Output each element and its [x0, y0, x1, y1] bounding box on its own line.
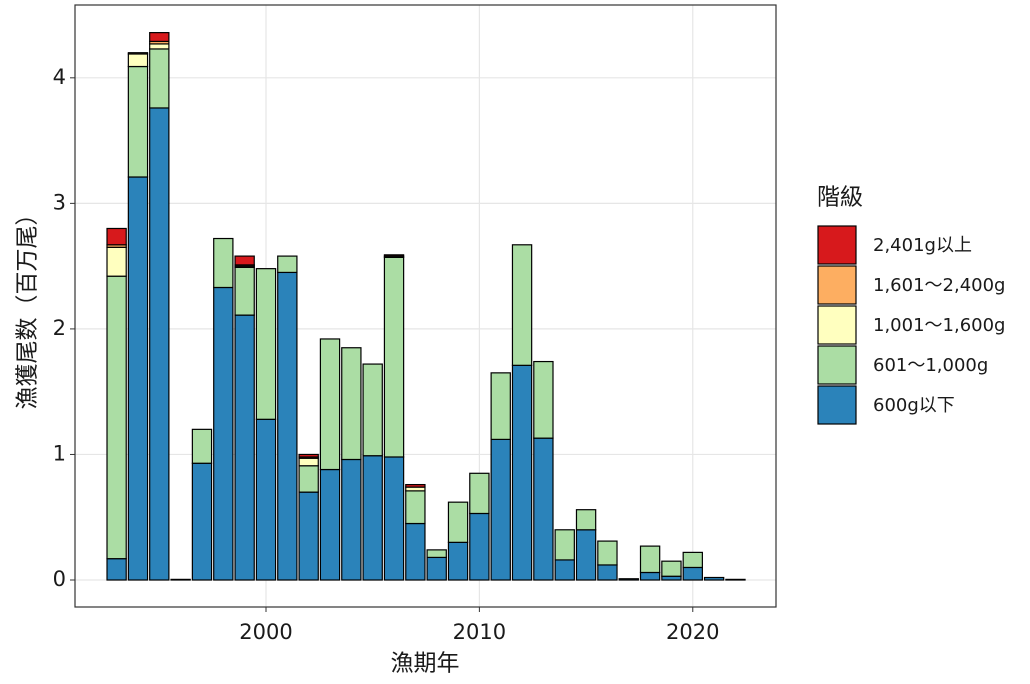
bar-segment [106, 246, 127, 277]
bar-segment [490, 438, 511, 581]
bar-segment [639, 545, 661, 574]
bar-segment [234, 266, 255, 316]
bar-segment [511, 364, 533, 581]
bar-segment [106, 275, 127, 560]
bar-segment [191, 428, 213, 464]
panel-border [74, 4, 777, 608]
bar-segment [127, 65, 149, 178]
bar-segment [554, 529, 575, 561]
bar-segment [383, 256, 405, 458]
bar-segment [426, 556, 447, 581]
bar-segment [661, 560, 682, 577]
bar-segment [277, 271, 298, 581]
legend-key [817, 265, 857, 305]
y-tick-label: 4 [53, 65, 66, 89]
bar-segment [533, 437, 554, 581]
bar-segment [362, 455, 383, 581]
y-tick-label: 1 [53, 441, 66, 465]
legend-label: 1,601～2,400g [873, 275, 1006, 296]
bar-segment [191, 462, 213, 581]
bar-segment [447, 501, 469, 543]
bar-segment [149, 32, 170, 43]
bar-segment [511, 244, 533, 366]
legend-key [817, 305, 857, 345]
bar-segment [682, 566, 703, 581]
bar-segment [405, 483, 426, 488]
bar-segment [533, 360, 554, 439]
bar-segment [597, 540, 618, 566]
bar-segment [319, 338, 341, 471]
legend-key [817, 225, 857, 265]
bar-segment [298, 457, 319, 467]
legend-key [817, 345, 857, 385]
legend-title: 階級 [817, 185, 863, 211]
y-tick-label: 0 [53, 567, 66, 591]
bar-segment [426, 549, 447, 559]
x-tick-label: 2020 [666, 620, 719, 644]
bar-segment [362, 363, 383, 457]
legend-key [817, 385, 857, 425]
bar-segment [639, 571, 661, 581]
bar-segment [447, 541, 469, 581]
bar-segment [149, 107, 170, 581]
bar-segment [106, 558, 127, 581]
bar-segment [106, 227, 127, 246]
bar-segment [341, 458, 362, 581]
y-axis-title: 漁獲尾数（百万尾） [15, 203, 41, 410]
bar-segment [575, 509, 597, 531]
bar-segment [469, 512, 490, 581]
bar-segment [725, 578, 746, 581]
legend-label: 2,401g以上 [873, 235, 972, 256]
bar-segment [682, 551, 703, 569]
x-axis-title: 漁期年 [391, 651, 460, 677]
legend-label: 601～1,000g [873, 355, 988, 376]
bar-segment [213, 237, 234, 289]
bar-segment [255, 268, 277, 420]
bar-segment [469, 472, 490, 515]
x-tick-label: 2010 [453, 620, 506, 644]
bar-segment [405, 490, 426, 525]
x-tick-label: 2000 [239, 620, 292, 644]
bar-segment [255, 418, 277, 581]
bar-segment [127, 53, 149, 68]
legend-label: 600g以下 [873, 395, 955, 416]
bar-segment [490, 372, 511, 440]
bar-segment [149, 48, 170, 109]
bar-segment [383, 456, 405, 581]
bar-segment [213, 286, 234, 581]
bar-segment [149, 43, 170, 50]
bar-segment [234, 255, 255, 266]
bar-segment [341, 347, 362, 461]
y-tick-label: 3 [53, 190, 66, 214]
bar-segment [554, 559, 575, 581]
legend-label: 1,001～1,600g [873, 315, 1006, 336]
bar-segment [234, 314, 255, 581]
bar-segment [277, 255, 298, 274]
bar-segment [405, 522, 426, 581]
bar-segment [575, 529, 597, 581]
bar-segment [618, 578, 639, 581]
bar-segment [298, 453, 319, 458]
y-tick-label: 2 [53, 316, 66, 340]
bar-segment [127, 52, 149, 55]
bar-segment [298, 465, 319, 493]
bar-segment [127, 176, 149, 581]
bar-segment [298, 491, 319, 581]
bar-segment [319, 468, 341, 581]
bar-segment [383, 254, 405, 257]
bar-segment [597, 564, 618, 581]
bar-segment [170, 578, 191, 581]
bar-segment [703, 576, 725, 581]
